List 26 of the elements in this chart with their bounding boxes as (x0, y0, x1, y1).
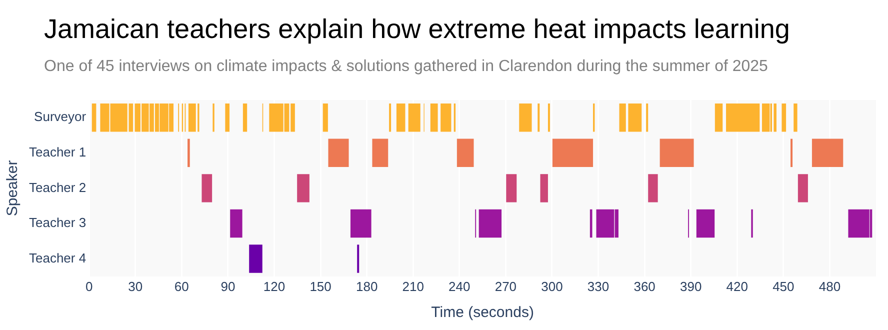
x-tick-label: 180 (356, 278, 378, 294)
x-tick-label: 60 (174, 278, 189, 294)
x-tick-label: 150 (310, 278, 332, 294)
chart-subtitle: One of 45 interviews on climate impacts & solutions gathered in Clarendon during the summer of 2025 (44, 58, 768, 76)
y-tick-label: Teacher 4 (28, 250, 86, 266)
chart-title: Jamaican teachers explain how extreme heat impacts learning (44, 14, 790, 45)
x-tick-label: 420 (726, 278, 748, 294)
x-tick-label: 90 (220, 278, 236, 294)
x-tick-label: 270 (494, 278, 517, 294)
x-tick-label: 330 (587, 278, 610, 294)
x-tick-label: 300 (541, 278, 563, 294)
y-tick-label: Teacher 2 (28, 180, 86, 195)
x-tick-label: 390 (680, 278, 702, 294)
y-axis-title: Speaker (4, 160, 22, 216)
x-tick-label: 480 (818, 278, 841, 294)
x-axis-title: Time (seconds) (431, 304, 534, 322)
x-tick-label: 0 (85, 278, 93, 294)
x-tick-label: 120 (263, 278, 286, 294)
y-tick-label: Teacher 1 (28, 144, 86, 160)
y-tick-label: Teacher 3 (28, 215, 86, 230)
x-tick-label: 450 (772, 278, 794, 294)
y-tick-label: Surveyor (34, 109, 87, 124)
x-tick-label: 30 (128, 278, 143, 294)
x-tick-label: 210 (402, 278, 424, 294)
x-tick-label: 240 (448, 278, 470, 294)
x-tick-label: 360 (634, 278, 656, 294)
